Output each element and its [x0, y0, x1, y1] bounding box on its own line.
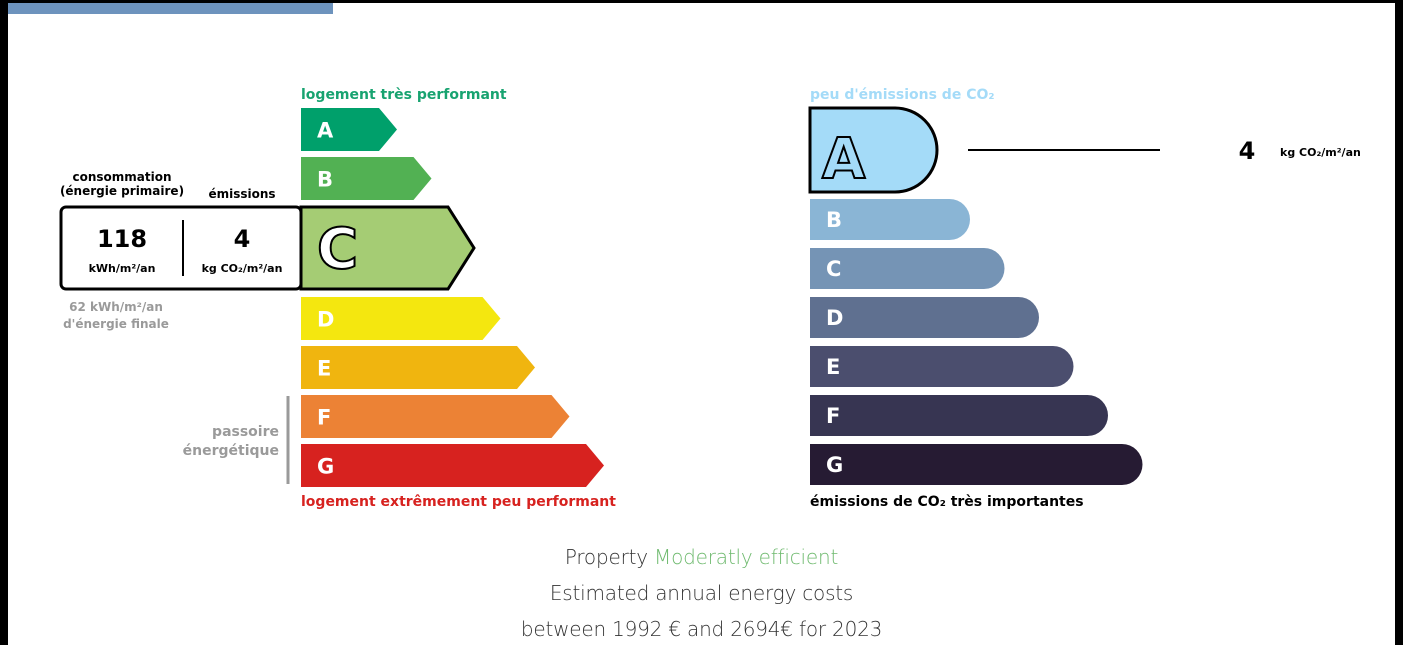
climate-bar-label-f: F	[826, 404, 840, 428]
consumption-sublabel: (énergie primaire)	[60, 184, 184, 198]
climate-bar-e	[810, 346, 1074, 387]
energy-bar-a	[301, 108, 397, 151]
caption-line-1: Property Moderatly efficient	[0, 545, 1403, 569]
climate-bar-edge-e	[810, 346, 832, 387]
climate-bar-edge-g	[810, 444, 832, 485]
climate-bar-label-e: E	[826, 355, 840, 379]
climate-footer: émissions de CO₂ très importantes	[810, 494, 1084, 510]
climate-header: peu d'émissions de CO₂	[810, 87, 995, 103]
emissions-label: émissions	[208, 187, 275, 201]
caption-prefix: Property	[564, 545, 648, 569]
climate-bar-edge-d	[810, 297, 832, 338]
emissions-value: 4	[234, 225, 251, 253]
energy-bar-g	[301, 444, 604, 487]
energy-value-box: 118 kWh/m²/an 4 kg CO₂/m²/an	[59, 205, 303, 291]
climate-bar-edge-c	[810, 248, 832, 289]
climate-bar-f	[810, 395, 1108, 436]
energy-footer: logement extrêmement peu performant	[301, 494, 616, 510]
climate-bar-label-g: G	[826, 453, 843, 477]
caption-line-2: Estimated annual energy costs	[549, 581, 854, 605]
climate-bars: AB C D E F G	[808, 106, 1143, 485]
climate-value: 4	[1239, 137, 1256, 165]
energy-bar-label-c: C	[317, 217, 358, 282]
final-energy-value: 62 kWh/m²/an	[69, 300, 163, 314]
energy-bar-label-a: A	[317, 119, 334, 143]
climate-bar-label-b: B	[826, 208, 842, 232]
value-box-border	[59, 205, 303, 291]
emissions-unit: kg CO₂/m²/an	[202, 262, 283, 275]
energy-bar-label-g: G	[317, 455, 334, 479]
energy-bar-b	[301, 157, 432, 200]
climate-bar-b	[810, 199, 970, 240]
energy-bar-label-b: B	[317, 168, 333, 192]
climate-bar-c	[810, 248, 1005, 289]
energy-bar-label-e: E	[317, 357, 331, 381]
consumption-value: 118	[97, 225, 147, 253]
caption-line-3: between 1992 € and 2694€ for 2023	[520, 617, 883, 641]
climate-bar-d	[810, 297, 1039, 338]
passoire-label-2: énergétique	[183, 443, 279, 459]
caption-rating: Moderatly efficient	[654, 545, 839, 569]
energy-bar-f	[301, 395, 570, 438]
energy-bar-label-d: D	[317, 308, 334, 332]
climate-unit: kg CO₂/m²/an	[1280, 146, 1361, 159]
final-energy-label: d'énergie finale	[63, 317, 169, 331]
consumption-label: consommation	[72, 170, 171, 184]
passoire-label: passoire	[212, 424, 279, 440]
climate-bar-label-d: D	[826, 306, 843, 330]
energy-scale: logement très performant A B C D E F G logemen…	[59, 87, 616, 510]
consumption-unit: kWh/m²/an	[89, 262, 156, 275]
climate-bar-a	[808, 106, 939, 194]
energy-bar-label-f: F	[317, 406, 331, 430]
climate-bar-edge-f	[810, 395, 832, 436]
energy-header: logement très performant	[301, 87, 507, 103]
climate-bar-edge-b	[810, 199, 832, 240]
energy-bar-e	[301, 346, 535, 389]
corner-tab	[0, 0, 333, 14]
climate-bar-label-a: A	[822, 127, 866, 192]
energy-bar-d	[301, 297, 501, 340]
energy-bars: A B C D E F G	[299, 108, 604, 487]
climate-bar-label-c: C	[826, 257, 841, 281]
climate-bar-g	[810, 444, 1143, 485]
climate-scale: peu d'émissions de CO₂ AB C D E F G émissions…	[808, 87, 1361, 510]
